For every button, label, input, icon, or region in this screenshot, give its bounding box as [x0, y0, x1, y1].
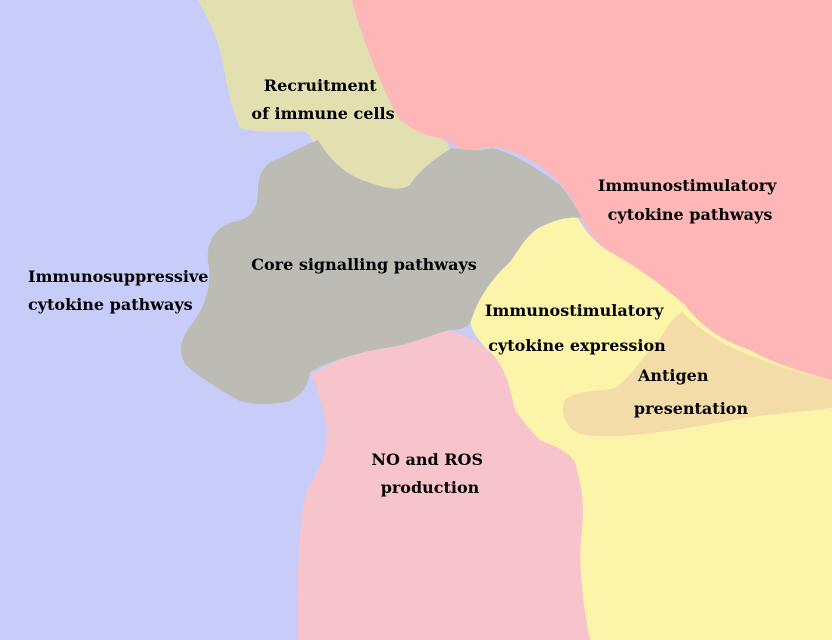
region-recruitment — [198, 0, 450, 192]
label-immunosuppressive-line-1: Immunosuppressive — [28, 267, 208, 286]
label-antigen-presentation-line-2: presentation — [634, 399, 749, 418]
region-no-ros — [297, 330, 590, 640]
label-no-ros: NO and ROS production — [371, 450, 488, 497]
label-immunostimulatory-pathways: Immunostimulatory cytokine pathways — [598, 176, 782, 224]
label-immunosuppressive: Immunosuppressive cytokine pathways — [28, 267, 214, 314]
region-core-signalling — [180, 140, 582, 405]
label-core-signalling: Core signalling pathways — [251, 255, 477, 274]
region-immunostimulatory-pathways — [352, 0, 832, 380]
label-recruitment: Recruitment of immune cells — [251, 76, 394, 123]
label-antigen-presentation-line-1: Antigen — [637, 366, 709, 385]
label-immunostimulatory-pathways-line-1: Immunostimulatory — [598, 176, 777, 195]
label-immunostimulatory-expression: Immunostimulatory cytokine expression — [485, 301, 669, 355]
label-immunostimulatory-expression-line-1: Immunostimulatory — [485, 301, 664, 320]
label-recruitment-line-2: of immune cells — [251, 104, 394, 123]
label-immunostimulatory-pathways-line-2: cytokine pathways — [608, 205, 773, 224]
label-no-ros-line-1: NO and ROS — [371, 450, 483, 469]
region-antigen-presentation — [563, 312, 832, 437]
label-antigen-presentation: Antigen presentation — [634, 366, 749, 418]
label-no-ros-line-2: production — [381, 478, 480, 497]
label-recruitment-line-1: Recruitment — [264, 76, 377, 95]
label-immunostimulatory-expression-line-2: cytokine expression — [488, 336, 666, 355]
label-core-signalling-line-1: Core signalling pathways — [251, 255, 477, 274]
label-immunosuppressive-line-2: cytokine pathways — [28, 295, 193, 314]
